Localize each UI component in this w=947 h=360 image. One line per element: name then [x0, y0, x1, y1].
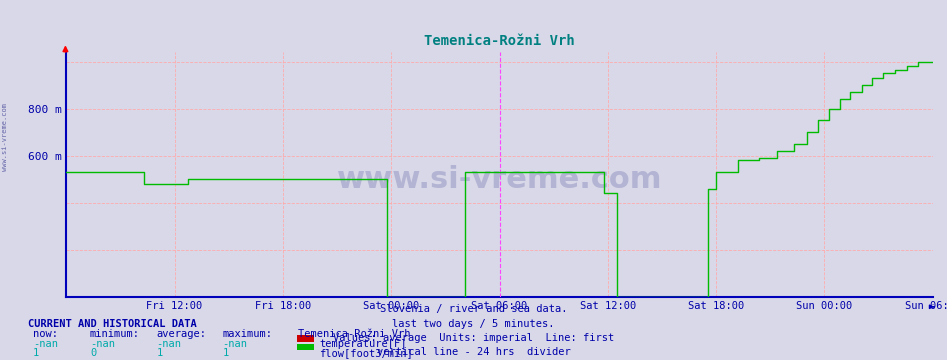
Text: Slovenia / river and sea data.
last two days / 5 minutes.
Values: average  Units: Slovenia / river and sea data. last two … [333, 304, 614, 357]
Text: now:: now: [33, 329, 58, 339]
Title: Temenica-Rožni Vrh: Temenica-Rožni Vrh [424, 34, 575, 48]
Text: -nan: -nan [223, 339, 247, 350]
Text: 1: 1 [223, 348, 229, 358]
Text: flow[foot3/min]: flow[foot3/min] [319, 348, 413, 358]
Text: 0: 0 [90, 348, 97, 358]
Text: -nan: -nan [33, 339, 58, 350]
Text: average:: average: [156, 329, 206, 339]
Text: Temenica-Rožni Vrh: Temenica-Rožni Vrh [298, 329, 411, 339]
Text: temperature[F]: temperature[F] [319, 339, 406, 350]
Text: 1: 1 [156, 348, 163, 358]
Text: CURRENT AND HISTORICAL DATA: CURRENT AND HISTORICAL DATA [28, 319, 197, 329]
Text: maximum:: maximum: [223, 329, 273, 339]
Text: www.si-vreme.com: www.si-vreme.com [337, 165, 662, 194]
Text: www.si-vreme.com: www.si-vreme.com [2, 103, 8, 171]
Text: 1: 1 [33, 348, 40, 358]
Text: minimum:: minimum: [90, 329, 140, 339]
Text: -nan: -nan [90, 339, 115, 350]
Text: -nan: -nan [156, 339, 181, 350]
